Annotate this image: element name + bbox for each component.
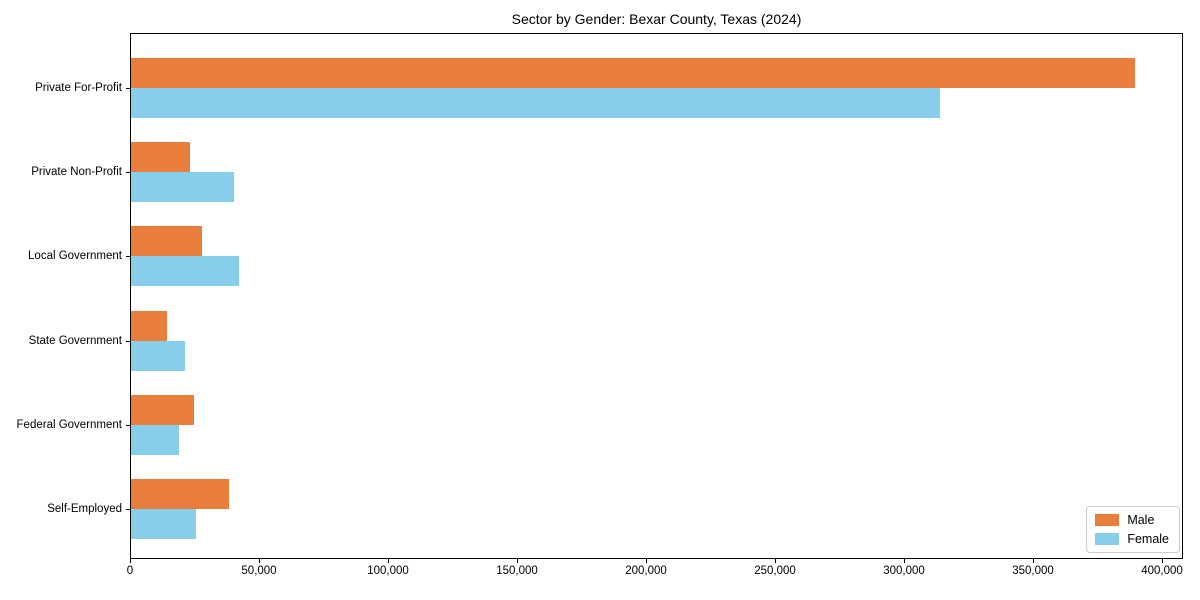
y-axis-category-label: Private For-Profit xyxy=(35,82,122,94)
y-tick-mark xyxy=(126,256,130,258)
y-axis-category-label: Local Government xyxy=(28,250,122,263)
male-swatch-icon xyxy=(1095,514,1120,526)
legend-label-female: Female xyxy=(1127,532,1169,546)
x-axis-tick-label: 0 xyxy=(126,565,134,577)
x-tick-mark xyxy=(646,559,647,563)
bar-female-3 xyxy=(131,256,240,287)
legend-item-female: Female xyxy=(1095,532,1169,546)
bar-male-1 xyxy=(131,58,1135,88)
bar-female-2 xyxy=(131,172,235,203)
legend-label-male: Male xyxy=(1127,513,1155,527)
x-axis-tick-label: 350,000 xyxy=(1012,565,1054,577)
plot-area xyxy=(130,33,1183,559)
y-tick-mark xyxy=(126,172,130,174)
x-tick-mark xyxy=(259,559,260,563)
y-axis-category-label: Federal Government xyxy=(16,418,122,431)
y-axis-category-label: Self-Employed xyxy=(47,503,122,515)
y-axis-category-label: State Government xyxy=(28,334,122,347)
bar-female-6 xyxy=(131,509,196,539)
legend: Male Female xyxy=(1086,506,1180,553)
x-tick-mark xyxy=(904,559,905,563)
y-tick-mark xyxy=(126,424,130,426)
x-axis-tick-label: 400,000 xyxy=(1141,565,1183,577)
x-axis-tick-label: 100,000 xyxy=(367,565,409,577)
x-tick-mark xyxy=(130,559,131,563)
female-swatch-icon xyxy=(1095,533,1120,545)
x-axis-tick-label: 250,000 xyxy=(754,565,796,577)
bar-female-5 xyxy=(131,424,179,455)
bar-male-3 xyxy=(131,226,202,257)
bar-female-4 xyxy=(131,340,186,371)
x-tick-mark xyxy=(775,559,776,563)
chart-title: Sector by Gender: Bexar County, Texas (2… xyxy=(511,11,802,27)
x-tick-mark xyxy=(1033,559,1034,563)
y-tick-mark xyxy=(126,340,130,342)
x-axis-tick-label: 150,000 xyxy=(496,565,538,577)
bar-male-6 xyxy=(131,479,230,509)
x-axis-tick-label: 300,000 xyxy=(883,565,925,577)
bar-male-2 xyxy=(131,142,191,173)
x-tick-mark xyxy=(388,559,389,563)
x-axis-tick-label: 50,000 xyxy=(241,565,277,577)
y-tick-mark xyxy=(126,509,130,510)
y-axis-category-label: Private Non-Profit xyxy=(31,166,122,179)
y-tick-mark xyxy=(126,88,130,89)
bar-female-1 xyxy=(131,88,940,118)
x-axis-tick-label: 200,000 xyxy=(625,565,667,577)
legend-item-male: Male xyxy=(1095,513,1169,527)
bar-male-4 xyxy=(131,310,168,341)
x-tick-mark xyxy=(517,559,518,563)
x-tick-mark xyxy=(1162,559,1163,563)
bar-male-5 xyxy=(131,394,195,425)
